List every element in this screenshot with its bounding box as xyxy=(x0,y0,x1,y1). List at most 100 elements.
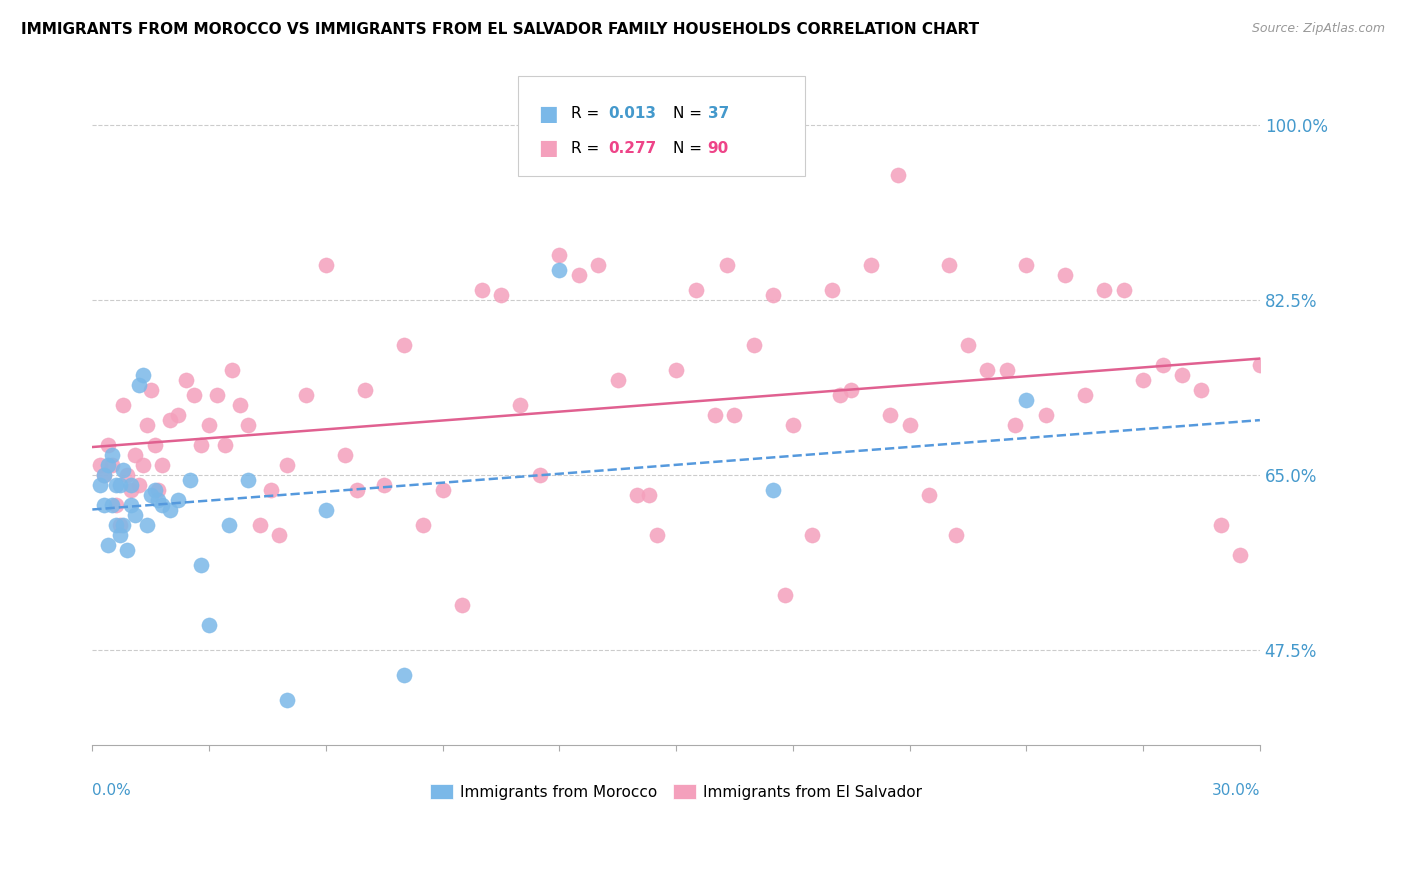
Point xyxy=(214,438,236,452)
Point xyxy=(104,477,127,491)
Point xyxy=(588,258,610,272)
Point xyxy=(1054,268,1077,282)
Point xyxy=(143,483,166,497)
Point xyxy=(315,503,337,517)
Point xyxy=(179,473,201,487)
Point xyxy=(509,398,531,412)
Point xyxy=(183,388,205,402)
Point xyxy=(432,483,454,497)
Point xyxy=(489,288,512,302)
Text: 90: 90 xyxy=(707,141,728,156)
Point xyxy=(236,417,259,432)
Point xyxy=(346,483,368,497)
Point xyxy=(128,477,150,491)
Text: N =: N = xyxy=(672,106,706,121)
Point xyxy=(938,258,960,272)
Point xyxy=(451,598,474,612)
Point xyxy=(568,268,591,282)
Text: Source: ZipAtlas.com: Source: ZipAtlas.com xyxy=(1251,22,1385,36)
Point xyxy=(945,528,967,542)
Point xyxy=(104,517,127,532)
Point xyxy=(97,438,120,452)
Point xyxy=(198,417,221,432)
Point xyxy=(143,438,166,452)
Text: R =: R = xyxy=(571,141,605,156)
Point xyxy=(626,488,648,502)
Point xyxy=(148,492,170,507)
Point xyxy=(93,467,115,482)
Point xyxy=(801,528,824,542)
Point xyxy=(821,283,844,297)
Point xyxy=(898,417,921,432)
Point xyxy=(548,248,571,262)
Point xyxy=(1015,258,1038,272)
Point xyxy=(120,477,142,491)
FancyBboxPatch shape xyxy=(519,76,804,176)
Point xyxy=(120,498,142,512)
Point xyxy=(392,338,415,352)
Point xyxy=(221,363,243,377)
Point xyxy=(128,377,150,392)
Text: 37: 37 xyxy=(707,106,728,121)
Point xyxy=(159,503,181,517)
Point xyxy=(879,408,901,422)
Point xyxy=(260,483,283,497)
Point xyxy=(762,483,785,497)
Point xyxy=(1209,517,1232,532)
Point xyxy=(132,458,155,472)
Point xyxy=(108,528,131,542)
Point xyxy=(1229,548,1251,562)
Point xyxy=(218,517,240,532)
Point xyxy=(229,398,252,412)
Point xyxy=(353,383,375,397)
Point xyxy=(1152,358,1174,372)
Point xyxy=(135,517,157,532)
Point xyxy=(665,363,688,377)
Point xyxy=(716,258,738,272)
Point xyxy=(529,467,551,482)
Point xyxy=(135,417,157,432)
Text: 0.277: 0.277 xyxy=(609,141,657,156)
Point xyxy=(89,477,111,491)
Point xyxy=(198,617,221,632)
Point xyxy=(918,488,941,502)
Point xyxy=(782,417,804,432)
Text: ■: ■ xyxy=(538,138,558,158)
Point xyxy=(315,258,337,272)
Point xyxy=(742,338,765,352)
Text: IMMIGRANTS FROM MOROCCO VS IMMIGRANTS FROM EL SALVADOR FAMILY HOUSEHOLDS CORRELA: IMMIGRANTS FROM MOROCCO VS IMMIGRANTS FR… xyxy=(21,22,979,37)
Point xyxy=(132,368,155,382)
Point xyxy=(97,458,120,472)
Point xyxy=(956,338,979,352)
Point xyxy=(124,508,146,522)
Point xyxy=(1004,417,1026,432)
Point xyxy=(159,413,181,427)
Point xyxy=(1132,373,1154,387)
Point xyxy=(276,692,298,706)
Legend: Immigrants from Morocco, Immigrants from El Salvador: Immigrants from Morocco, Immigrants from… xyxy=(423,778,928,805)
Text: N =: N = xyxy=(672,141,706,156)
Point xyxy=(373,477,395,491)
Point xyxy=(120,483,142,497)
Point xyxy=(392,667,415,681)
Point xyxy=(93,467,115,482)
Point xyxy=(1092,283,1115,297)
Point xyxy=(887,168,910,182)
Point xyxy=(839,383,862,397)
Point xyxy=(89,458,111,472)
Point xyxy=(101,498,124,512)
Point xyxy=(606,373,628,387)
Point xyxy=(762,288,785,302)
Point xyxy=(190,438,212,452)
Point xyxy=(1249,358,1271,372)
Point xyxy=(190,558,212,572)
Point xyxy=(685,283,707,297)
Point xyxy=(1191,383,1213,397)
Point xyxy=(101,458,124,472)
Point xyxy=(976,363,998,377)
Point xyxy=(108,477,131,491)
Point xyxy=(645,528,668,542)
Point xyxy=(637,488,659,502)
Point xyxy=(93,498,115,512)
Point xyxy=(1112,283,1135,297)
